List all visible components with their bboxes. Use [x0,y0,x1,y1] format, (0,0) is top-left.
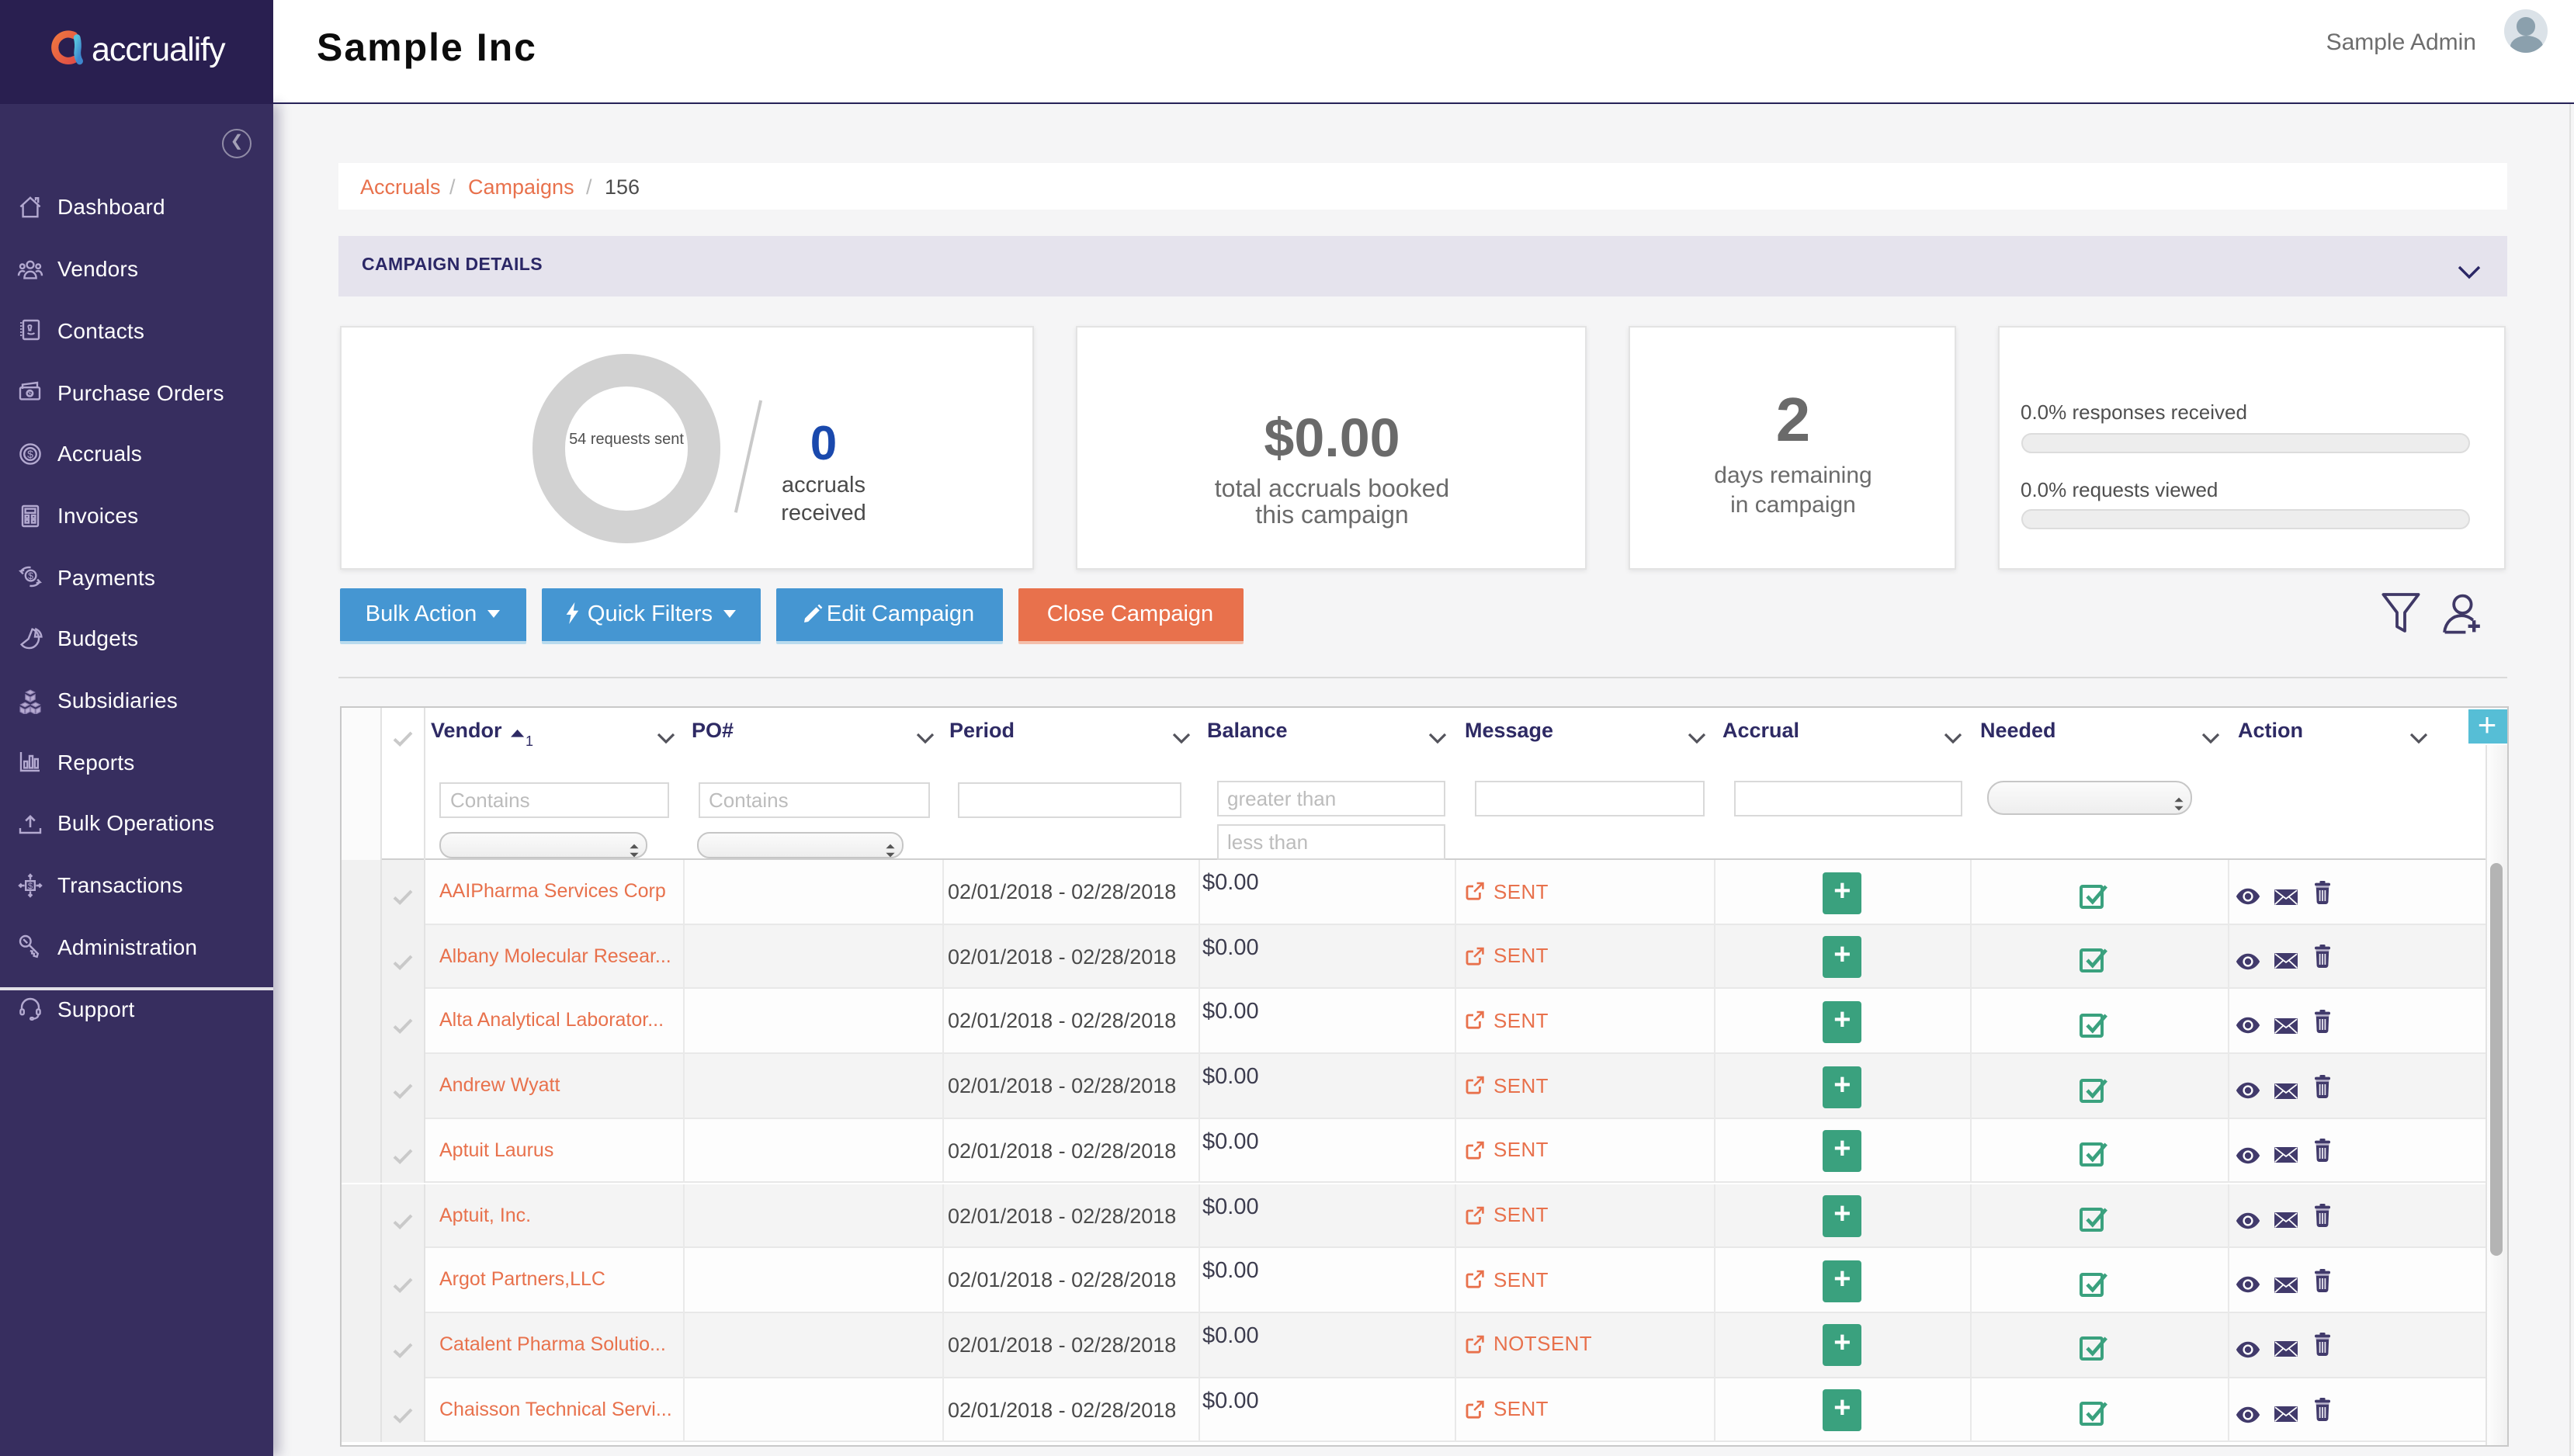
svg-text:$: $ [26,448,33,460]
svg-text:1: 1 [525,733,532,748]
svg-text:$: $ [27,882,33,891]
svg-text:$: $ [27,390,31,397]
svg-text:$: $ [27,570,33,581]
